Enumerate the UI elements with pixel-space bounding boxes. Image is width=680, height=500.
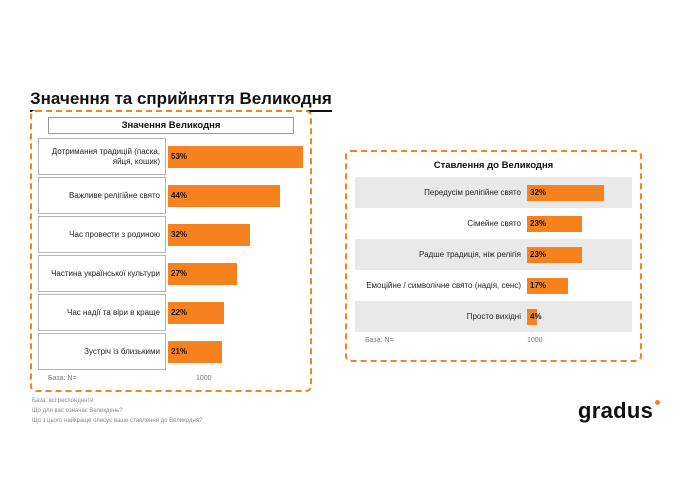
bar-value-label: 44% (171, 191, 188, 200)
base-row: База: N= 1000 (38, 373, 304, 387)
bar-track: 22% (166, 294, 304, 331)
chart-row: Радше традиція, ніж релігія 23% (355, 239, 632, 270)
bar: 17% (527, 277, 568, 294)
category-label: Просто вихідні (466, 311, 521, 321)
footnote-line: Що з цього найкраще описує ваше ставленн… (32, 418, 203, 425)
base-value: 1000 (527, 337, 543, 344)
bar-value-label: 17% (530, 281, 547, 290)
category-label: Радше традиція, ніж релігія (419, 249, 521, 259)
bar-value-label: 22% (171, 308, 188, 317)
bar: 32% (527, 184, 604, 201)
chart-row: Час надії та віри в краще 22% (38, 294, 304, 331)
bar-track: 32% (527, 184, 632, 201)
chart-row: Просто вихідні 4% (355, 301, 632, 332)
bar-value-label: 23% (530, 219, 547, 228)
category-label: Час провести з родиною (38, 216, 166, 253)
bar-track: 4% (527, 308, 632, 325)
panel-title: Значення Великодня (47, 117, 295, 134)
page-title: Значення та сприйняття Великодня (30, 89, 332, 113)
bar-track: 23% (527, 215, 632, 232)
bar-track: 32% (166, 216, 304, 253)
chart-row: Сімейне свято 23% (355, 208, 632, 239)
category-label: Частина української культури (38, 255, 166, 292)
panel-attitude-to-easter: Ставлення до Великодня Передусім релігій… (345, 150, 642, 362)
chart-row: Зустріч із близькими 21% (38, 333, 304, 370)
gradus-logo-text: gradus (578, 398, 654, 423)
footnote-line: База: всі респонденти (32, 398, 94, 404)
category-label: Дотримання традицій (паска, яйця, кошик) (38, 138, 166, 175)
bar-value-label: 32% (171, 230, 188, 239)
panel-meaning-of-easter: Значення Великодня Дотримання традицій (… (30, 110, 312, 392)
category-label: Зустріч із близькими (38, 333, 166, 370)
base-label: База: N= (365, 337, 394, 344)
bar-value-label: 53% (171, 152, 188, 161)
bar: 44% (168, 184, 281, 207)
bar-track: 44% (166, 177, 304, 214)
footnotes: База: всі респонденти Що для вас означає… (32, 396, 202, 427)
bar: 32% (168, 223, 250, 246)
chart-row: Час провести з родиною 32% (38, 216, 304, 253)
bar-track: 23% (527, 246, 632, 263)
category-label: Важливе релігійне свято (38, 177, 166, 214)
base-row: База: N= 1000 (355, 335, 632, 349)
gradus-logo: gradus (578, 398, 661, 424)
bar-track: 27% (166, 255, 304, 292)
bar: 27% (168, 262, 237, 285)
category-label: Передусім релігійне свято (424, 187, 521, 197)
bar-track: 21% (166, 333, 304, 370)
bar: 23% (527, 215, 583, 232)
bar-value-label: 27% (171, 269, 188, 278)
base-label: База: N= (48, 375, 77, 382)
category-label: Час надії та віри в краще (38, 294, 166, 331)
chart-row: Дотримання традицій (паска, яйця, кошик)… (38, 138, 304, 175)
category-label: Сімейне свято (467, 218, 521, 228)
bar-value-label: 23% (530, 250, 547, 259)
base-value: 1000 (196, 375, 212, 382)
bar: 53% (168, 145, 304, 168)
bar: 22% (168, 301, 225, 324)
chart-row: Важливе релігійне свято 44% (38, 177, 304, 214)
bar-track: 53% (166, 138, 304, 175)
bar: 21% (168, 340, 222, 363)
gradus-logo-dot-icon (655, 400, 661, 405)
chart-row: Емоційне / символічне свято (надія, сенс… (355, 270, 632, 301)
bar: 23% (527, 246, 583, 263)
category-label: Емоційне / символічне свято (надія, сенс… (366, 280, 521, 290)
bar-track: 17% (527, 277, 632, 294)
chart-row: Передусім релігійне свято 32% (355, 177, 632, 208)
bar-value-label: 4% (530, 312, 542, 321)
panel-title: Ставлення до Великодня (433, 160, 554, 171)
footnote-line: Що для вас означає Великдень? (32, 408, 123, 415)
bar-value-label: 32% (530, 188, 547, 197)
bar: 4% (527, 308, 542, 325)
bar-value-label: 21% (171, 347, 188, 356)
chart-row: Частина української культури 27% (38, 255, 304, 292)
